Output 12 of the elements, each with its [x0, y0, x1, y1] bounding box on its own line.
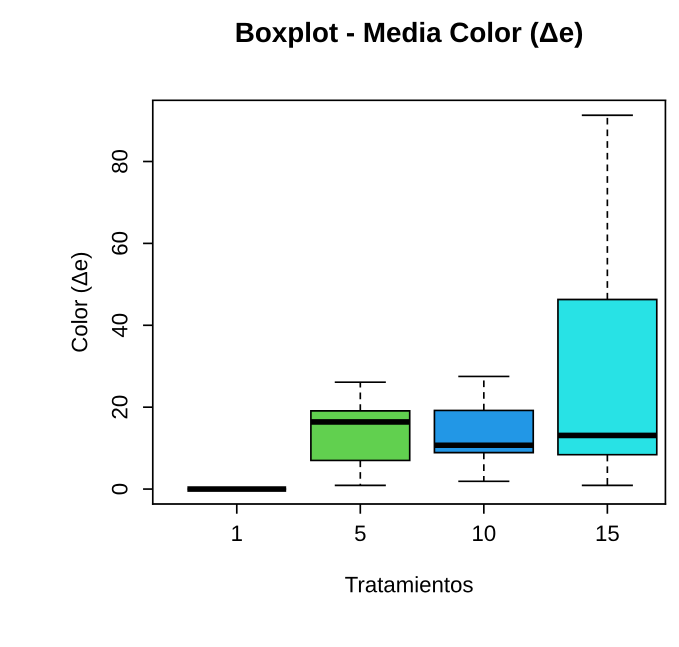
y-tick-label: 40	[112, 314, 128, 338]
x-tick-label: 15	[596, 526, 619, 542]
x-tick-label: 1	[232, 526, 242, 541]
y-tick-label: 20	[112, 396, 128, 418]
y-tick-label: 80	[112, 150, 128, 173]
y-tick-label: 0	[112, 484, 128, 494]
x-tick-label: 5	[355, 526, 366, 542]
y-tick-label: 60	[112, 232, 128, 255]
chart-title: Boxplot - Media Color (Δe)	[236, 22, 582, 48]
y-axis-title: Color (Δe)	[71, 252, 92, 352]
x-axis-title: Tratamientos	[345, 576, 473, 592]
x-tick-label: 10	[473, 525, 496, 542]
